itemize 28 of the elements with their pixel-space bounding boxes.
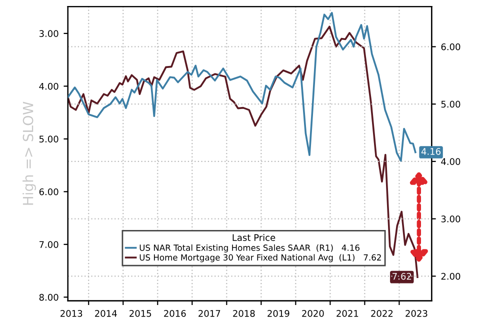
y-tick-label: 5.00 [39,136,58,142]
y2-tick-label: 4.00 [441,158,460,165]
y2-tick-label: 3.00 [441,216,460,222]
x-tick-label: 2023 [406,310,428,317]
y-tick-label: 7.00 [40,241,58,248]
x-tick-label: 2018 [233,310,255,317]
y2-tick-label: 5.00 [441,100,460,108]
y2-tick-label: 2.00 [441,272,460,280]
y-tick-label: 8.00 [39,294,58,301]
y2-tick-label: 6.00 [441,43,460,50]
y-tick-label: 3.00 [39,30,58,37]
data-label: 7.62 [392,272,412,280]
x-tick-label: 2016 [164,310,186,317]
x-tick-label: 2022 [371,310,393,317]
y-tick-label: 4.00 [39,82,58,90]
x-tick-label: 2014 [95,310,117,317]
legend-label: US NAR Total Existing Homes Sales SAAR (R1) 4.16 [140,244,360,252]
x-tick-label: 2019 [268,310,290,317]
legend-label: US Home Mortgage 30 Year Fixed National Avg (L1) 7.62 [140,254,381,262]
x-tick-label: 2013 [60,310,82,317]
line-series [68,12,416,162]
x-tick-label: 2020 [302,310,324,317]
y-tick-label: 6.00 [39,188,58,196]
data-label: 4.16 [421,148,441,155]
x-tick-label: 2021 [336,310,358,317]
x-tick-label: 2015 [130,310,152,317]
legend-title: Last Price [232,234,276,241]
x-tick-label: 2017 [198,310,220,317]
